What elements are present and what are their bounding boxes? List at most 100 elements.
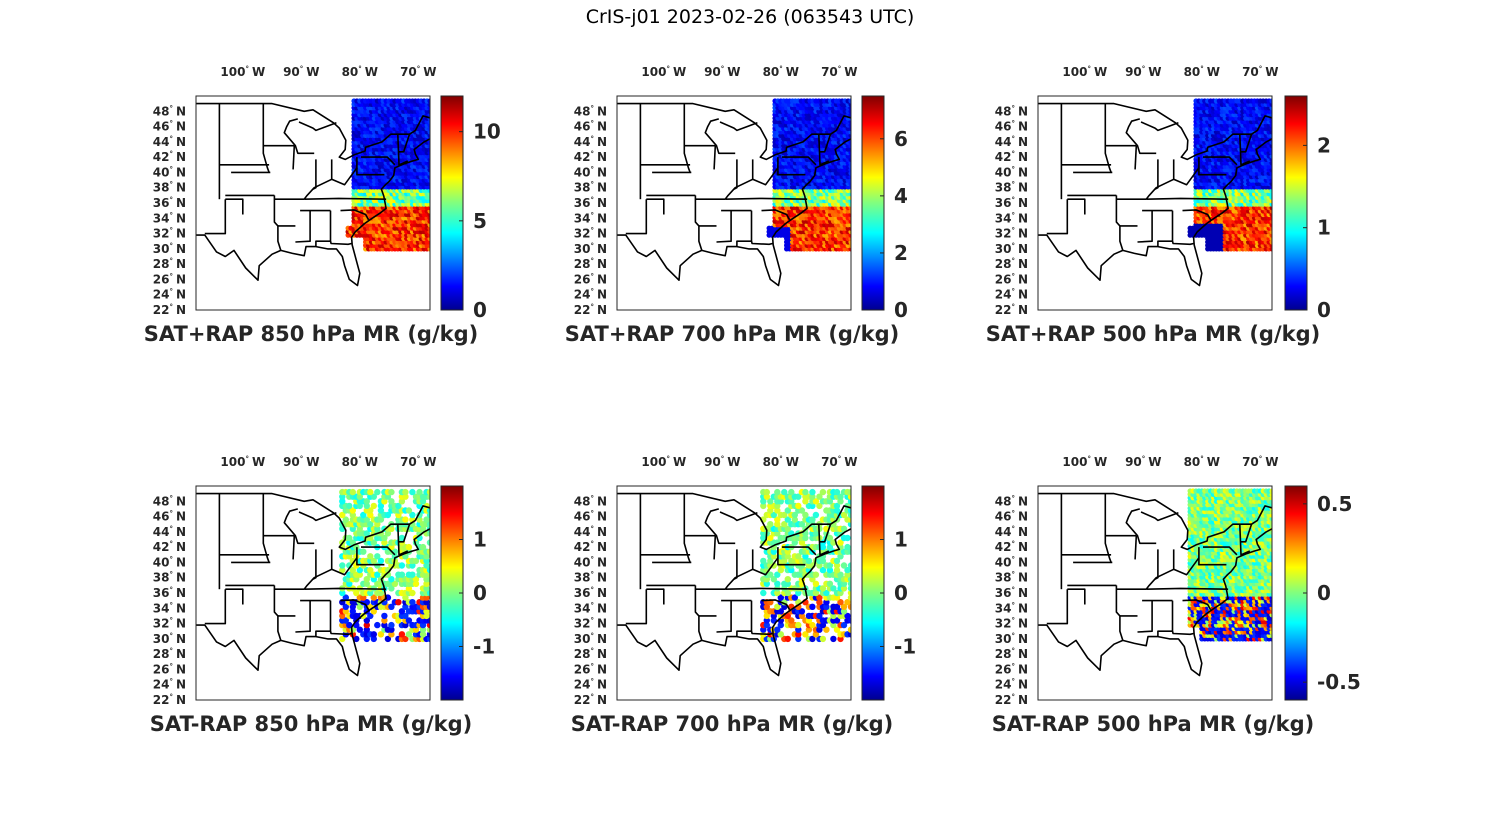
colorbar-tick-label: 2 [1317, 133, 1331, 157]
lat-tick-label: 26° N [574, 272, 607, 286]
lon-tick-label: 70° W [400, 65, 436, 79]
lat-tick-label: 40° N [574, 555, 607, 569]
lat-tick-label: 24° N [574, 288, 607, 302]
state-border [298, 121, 337, 132]
swath-point [427, 98, 430, 104]
state-border [1154, 159, 1159, 190]
swath-point [381, 612, 388, 620]
colorbar-tick-label: 4 [894, 184, 908, 208]
lat-tick-label: 46° N [995, 120, 1028, 134]
lat-tick-label: 28° N [153, 647, 186, 661]
state-border [329, 240, 352, 246]
lon-tick-label: 70° W [400, 455, 436, 469]
state-border [1134, 145, 1138, 170]
colorbar-tick-label: 1 [894, 528, 908, 552]
swath-point [812, 511, 820, 519]
state-border [1146, 197, 1229, 200]
state-border [736, 210, 753, 247]
state-border [262, 535, 270, 563]
lat-tick-label: 48° N [153, 494, 186, 508]
state-border [725, 197, 808, 200]
swath-point [398, 571, 406, 578]
map-panel-diff-700: 100° W 90° W 80° W 70° W48° N46° N44° N42° N40° N38°… [571, 455, 916, 736]
swath-point [409, 571, 416, 578]
colorbar-sum-500 [1284, 95, 1308, 311]
state-border [1067, 198, 1086, 215]
lat-tick-label: 46° N [153, 120, 186, 134]
state-border [782, 156, 817, 166]
state-border [340, 209, 370, 221]
axes-frame [195, 95, 431, 311]
swath-point [819, 635, 827, 643]
lat-tick-label: 44° N [574, 135, 607, 149]
lon-tick-label: 70° W [821, 455, 857, 469]
lat-tick-label: 46° N [574, 120, 607, 134]
lat-tick-label: 26° N [995, 272, 1028, 286]
figure-title: CrIS-j01 2023-02-26 (063543 UTC) [585, 6, 915, 28]
lat-tick-label: 34° N [574, 601, 607, 615]
state-border [725, 587, 808, 590]
swath-point [367, 488, 374, 496]
state-border [361, 156, 396, 166]
lat-tick-label: 30° N [995, 242, 1028, 256]
lat-tick-label: 26° N [153, 662, 186, 676]
state-border [315, 600, 332, 637]
swath-point [809, 488, 816, 496]
lat-tick-label: 32° N [574, 617, 607, 631]
lat-tick-label: 42° N [574, 150, 607, 164]
state-border [262, 145, 270, 173]
swath-point [405, 543, 413, 551]
swath-point [395, 599, 402, 606]
state-border [292, 535, 296, 560]
state-border [1046, 199, 1069, 235]
lat-tick-label: 28° N [995, 257, 1028, 271]
state-border [716, 210, 732, 243]
swath-sum-850 [345, 98, 430, 252]
lon-tick-label: 70° W [1242, 65, 1278, 79]
swath-point [398, 631, 406, 638]
colorbar-tick-label: 1 [1317, 216, 1331, 240]
lat-tick-label: 24° N [995, 288, 1028, 302]
lat-tick-label: 34° N [574, 211, 607, 225]
state-border [292, 145, 296, 170]
lat-tick-label: 30° N [574, 632, 607, 646]
state-border [694, 195, 703, 251]
state-border [356, 157, 385, 176]
lat-tick-label: 44° N [995, 135, 1028, 149]
state-border [273, 195, 282, 251]
swath-sum-500 [1187, 98, 1272, 252]
lat-tick-label: 30° N [574, 242, 607, 256]
swath-point [367, 566, 374, 574]
lat-tick-label: 22° N [995, 303, 1028, 317]
state-border [283, 508, 315, 545]
state-border [397, 134, 409, 166]
swath-point [840, 562, 848, 569]
state-border [724, 167, 779, 200]
lat-tick-label: 34° N [153, 601, 186, 615]
swath-point [370, 631, 377, 638]
panel-title: SAT+RAP 700 hPa MR (g/kg) [565, 322, 899, 346]
colorbar-tick-label: 0 [1317, 298, 1331, 322]
state-border [733, 159, 738, 190]
lat-tick-label: 26° N [574, 662, 607, 676]
state-border [646, 588, 665, 605]
state-border [750, 240, 773, 246]
lat-tick-label: 44° N [153, 525, 186, 539]
swath-point [416, 488, 423, 496]
lat-tick-label: 24° N [153, 288, 186, 302]
colorbar-tick-label: 1 [473, 528, 487, 552]
lat-tick-label: 40° N [153, 555, 186, 569]
swath-point [760, 589, 767, 597]
swath-point [339, 562, 346, 569]
lat-tick-label: 42° N [153, 540, 186, 554]
swath-point [830, 635, 837, 643]
lat-tick-label: 48° N [995, 104, 1028, 118]
state-border [399, 133, 411, 153]
lon-tick-label: 100° W [641, 455, 686, 469]
lat-tick-label: 40° N [995, 165, 1028, 179]
swath-point [844, 543, 851, 551]
state-border [1125, 118, 1157, 155]
swath-point [374, 488, 381, 496]
map-outline-sum-850 [196, 102, 430, 287]
